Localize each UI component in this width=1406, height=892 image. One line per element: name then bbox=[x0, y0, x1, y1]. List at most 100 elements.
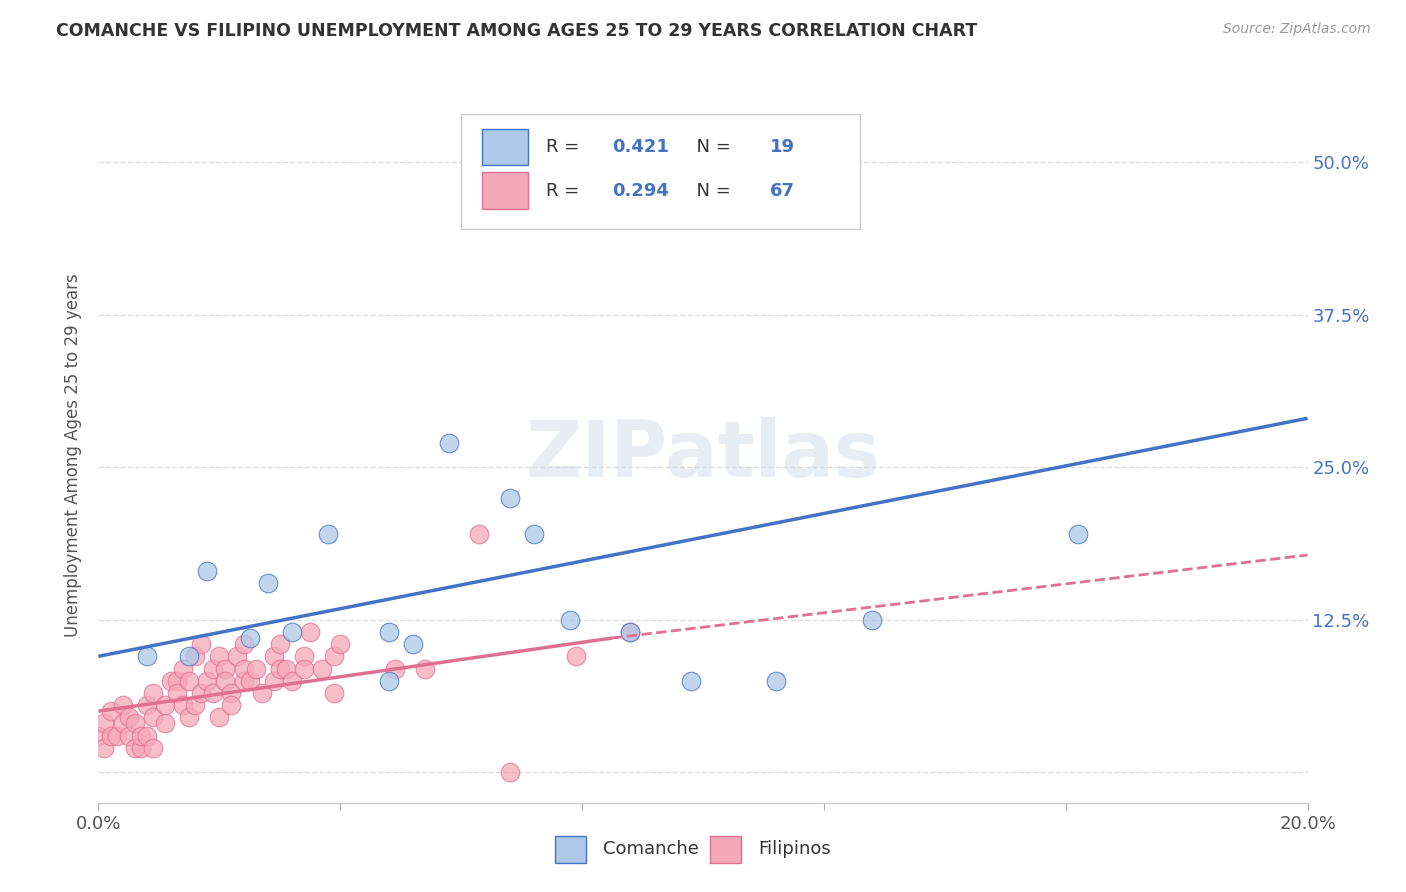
Point bbox=[311, 661, 333, 675]
Point bbox=[269, 637, 291, 651]
Point bbox=[135, 729, 157, 743]
Text: ZIPatlas: ZIPatlas bbox=[526, 417, 880, 493]
Point bbox=[523, 527, 546, 541]
Point bbox=[558, 613, 581, 627]
Point bbox=[329, 637, 352, 651]
Point bbox=[323, 649, 346, 664]
Point bbox=[184, 649, 207, 664]
Text: N =: N = bbox=[685, 137, 737, 156]
Text: R =: R = bbox=[546, 137, 585, 156]
Point bbox=[93, 716, 115, 731]
Point bbox=[860, 613, 883, 627]
Point bbox=[299, 624, 322, 639]
Point bbox=[184, 698, 207, 713]
Point bbox=[765, 673, 787, 688]
Point bbox=[232, 637, 254, 651]
Point bbox=[281, 624, 304, 639]
Text: Source: ZipAtlas.com: Source: ZipAtlas.com bbox=[1223, 22, 1371, 37]
Point bbox=[498, 765, 520, 780]
Text: N =: N = bbox=[685, 182, 737, 200]
Text: 67: 67 bbox=[769, 182, 794, 200]
Point bbox=[179, 710, 201, 724]
Point bbox=[468, 527, 491, 541]
Point bbox=[202, 661, 225, 675]
Point bbox=[323, 686, 346, 700]
Point bbox=[135, 649, 157, 664]
Point bbox=[256, 576, 278, 591]
Point bbox=[190, 637, 212, 651]
Text: COMANCHE VS FILIPINO UNEMPLOYMENT AMONG AGES 25 TO 29 YEARS CORRELATION CHART: COMANCHE VS FILIPINO UNEMPLOYMENT AMONG … bbox=[56, 22, 977, 40]
Point bbox=[105, 729, 128, 743]
Point bbox=[166, 673, 188, 688]
Point bbox=[124, 716, 146, 731]
Point bbox=[129, 740, 152, 755]
Point bbox=[565, 649, 588, 664]
Point bbox=[281, 673, 304, 688]
Point bbox=[679, 673, 702, 688]
Point bbox=[160, 673, 183, 688]
Point bbox=[437, 435, 460, 450]
Point bbox=[377, 673, 399, 688]
Point bbox=[142, 740, 165, 755]
Point bbox=[377, 624, 399, 639]
Text: 0.421: 0.421 bbox=[613, 137, 669, 156]
Point bbox=[179, 673, 201, 688]
Point bbox=[221, 686, 243, 700]
Point bbox=[232, 661, 254, 675]
Point bbox=[100, 704, 122, 718]
Point bbox=[292, 661, 315, 675]
Point bbox=[172, 698, 194, 713]
Point bbox=[250, 686, 273, 700]
Point bbox=[1067, 527, 1090, 541]
Point bbox=[202, 686, 225, 700]
FancyBboxPatch shape bbox=[482, 172, 527, 209]
Point bbox=[124, 740, 146, 755]
Point bbox=[402, 637, 425, 651]
Point bbox=[166, 686, 188, 700]
Point bbox=[384, 661, 406, 675]
Point bbox=[118, 729, 141, 743]
Point bbox=[292, 649, 315, 664]
Point bbox=[226, 649, 249, 664]
Point bbox=[263, 673, 285, 688]
Point bbox=[135, 698, 157, 713]
Point bbox=[239, 673, 262, 688]
Point bbox=[93, 740, 115, 755]
Point bbox=[274, 661, 297, 675]
Point bbox=[239, 631, 262, 645]
Text: 0.294: 0.294 bbox=[613, 182, 669, 200]
Point bbox=[214, 673, 236, 688]
Point bbox=[190, 686, 212, 700]
Point bbox=[153, 716, 176, 731]
Point bbox=[172, 661, 194, 675]
Point bbox=[195, 564, 218, 578]
FancyBboxPatch shape bbox=[482, 128, 527, 165]
Point bbox=[179, 649, 201, 664]
Point bbox=[195, 673, 218, 688]
Point bbox=[153, 698, 176, 713]
Point bbox=[142, 710, 165, 724]
Point bbox=[208, 649, 231, 664]
Point bbox=[498, 491, 520, 505]
Y-axis label: Unemployment Among Ages 25 to 29 years: Unemployment Among Ages 25 to 29 years bbox=[65, 273, 83, 637]
Point bbox=[142, 686, 165, 700]
Text: R =: R = bbox=[546, 182, 585, 200]
Point bbox=[118, 710, 141, 724]
Point bbox=[221, 698, 243, 713]
Point bbox=[111, 716, 134, 731]
Point bbox=[87, 729, 110, 743]
Point bbox=[208, 710, 231, 724]
Point bbox=[269, 661, 291, 675]
Point bbox=[619, 624, 641, 639]
Text: Filipinos: Filipinos bbox=[758, 840, 831, 858]
FancyBboxPatch shape bbox=[461, 114, 860, 229]
Text: Comanche: Comanche bbox=[603, 840, 699, 858]
Text: 19: 19 bbox=[769, 137, 794, 156]
Point bbox=[111, 698, 134, 713]
Point bbox=[263, 649, 285, 664]
Point bbox=[316, 527, 339, 541]
Point bbox=[129, 729, 152, 743]
Point bbox=[214, 661, 236, 675]
Point bbox=[619, 624, 641, 639]
Point bbox=[413, 661, 436, 675]
